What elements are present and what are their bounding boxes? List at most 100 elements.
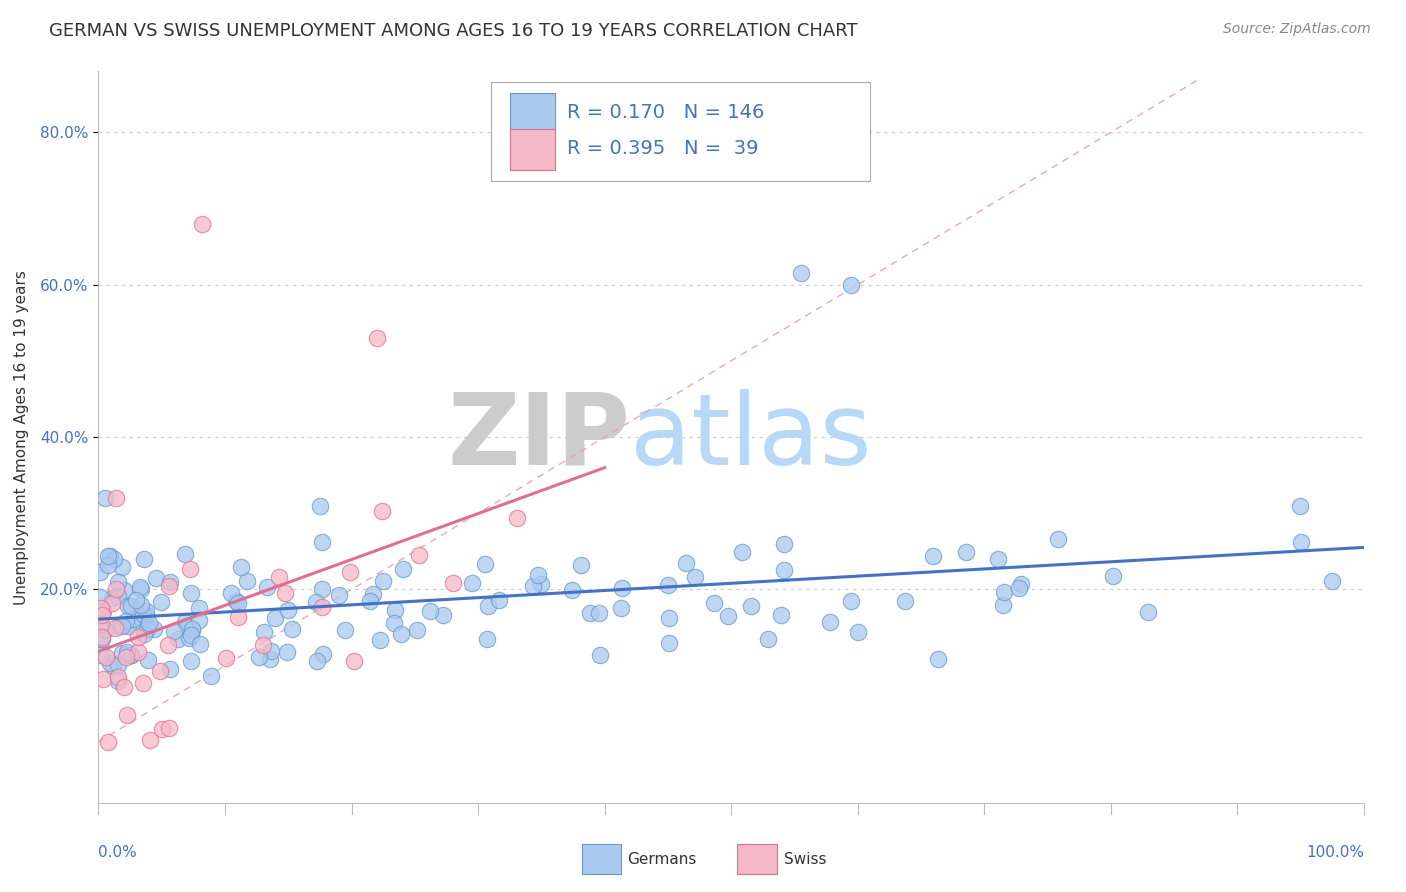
Point — [215, 651, 238, 665]
Point — [359, 594, 381, 608]
Point — [343, 654, 366, 668]
Point — [474, 557, 496, 571]
Point — [91, 632, 114, 646]
Point — [121, 612, 143, 626]
Point — [589, 648, 612, 662]
Point — [657, 578, 679, 592]
Point — [180, 654, 202, 668]
Point — [382, 615, 405, 630]
Point — [441, 576, 464, 591]
Point — [167, 632, 190, 646]
Point — [115, 650, 138, 665]
Point — [526, 568, 548, 582]
Point — [226, 596, 249, 610]
Point — [129, 598, 152, 612]
Point — [90, 608, 112, 623]
Point — [226, 610, 249, 624]
Point — [236, 574, 259, 589]
Point — [993, 585, 1015, 599]
Point — [188, 637, 211, 651]
Point — [104, 582, 127, 596]
Point — [107, 574, 129, 589]
Point — [89, 632, 111, 647]
Point — [740, 599, 762, 613]
Point — [658, 636, 681, 650]
Point — [98, 549, 121, 564]
Point — [1047, 532, 1070, 546]
Text: Swiss: Swiss — [785, 852, 827, 867]
Point — [132, 676, 155, 690]
Point — [1010, 577, 1032, 591]
Point — [253, 625, 276, 640]
Point — [112, 583, 135, 598]
Point — [610, 601, 633, 615]
Point — [89, 565, 111, 579]
Point — [135, 604, 157, 618]
Point — [89, 590, 111, 604]
Point — [461, 576, 484, 591]
Point — [1137, 605, 1160, 619]
Point — [769, 608, 792, 623]
Point — [384, 603, 406, 617]
Point — [90, 616, 112, 631]
Point — [139, 733, 162, 747]
Point — [373, 574, 395, 588]
FancyBboxPatch shape — [510, 129, 555, 170]
Point — [150, 723, 173, 737]
Point — [328, 588, 350, 602]
Point — [389, 627, 412, 641]
Point — [406, 623, 429, 637]
Point — [91, 672, 114, 686]
Point — [333, 623, 356, 637]
Point — [363, 587, 385, 601]
Point — [392, 562, 415, 576]
Point — [225, 594, 247, 608]
Point — [927, 652, 949, 666]
Point — [179, 631, 201, 645]
Point — [311, 534, 333, 549]
Point — [156, 638, 179, 652]
Point — [110, 618, 132, 632]
Point — [111, 560, 134, 574]
Point — [127, 645, 149, 659]
Point — [505, 510, 527, 524]
Point — [717, 609, 740, 624]
Point — [101, 596, 124, 610]
Point — [179, 562, 201, 576]
Point — [1289, 534, 1312, 549]
Point — [174, 548, 197, 562]
Point — [274, 586, 297, 600]
Point — [894, 594, 917, 608]
Point — [773, 537, 796, 551]
Text: 100.0%: 100.0% — [1306, 845, 1364, 860]
Point — [1289, 500, 1312, 514]
Point — [181, 623, 204, 637]
Point — [150, 595, 173, 609]
FancyBboxPatch shape — [582, 844, 621, 874]
Text: Source: ZipAtlas.com: Source: ZipAtlas.com — [1223, 22, 1371, 37]
Point — [675, 557, 697, 571]
Point — [408, 549, 430, 563]
Point — [117, 599, 139, 613]
Text: R = 0.170   N = 146: R = 0.170 N = 146 — [567, 103, 763, 122]
Point — [307, 654, 329, 668]
Point — [90, 631, 112, 645]
Point — [790, 266, 813, 280]
Point — [91, 604, 114, 618]
Point — [145, 571, 167, 585]
Point — [103, 659, 125, 673]
Point — [159, 662, 181, 676]
Point — [683, 570, 706, 584]
Point — [368, 632, 391, 647]
Point — [120, 648, 142, 662]
Point — [107, 673, 129, 688]
FancyBboxPatch shape — [491, 82, 870, 181]
Point — [993, 599, 1015, 613]
Point — [129, 582, 152, 597]
Point — [132, 627, 155, 641]
Point — [98, 656, 121, 670]
Point — [839, 594, 862, 608]
Point — [276, 645, 298, 659]
FancyBboxPatch shape — [737, 844, 776, 874]
Point — [221, 585, 243, 599]
